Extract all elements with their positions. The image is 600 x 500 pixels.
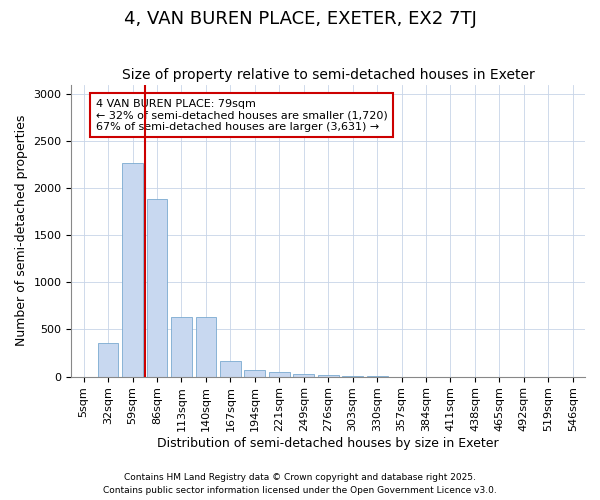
Bar [146,200,167,376]
Bar [269,372,290,376]
Y-axis label: Number of semi-detached properties: Number of semi-detached properties [15,115,28,346]
X-axis label: Distribution of semi-detached houses by size in Exeter: Distribution of semi-detached houses by … [157,437,499,450]
Text: 4, VAN BUREN PLACE, EXETER, EX2 7TJ: 4, VAN BUREN PLACE, EXETER, EX2 7TJ [124,10,476,28]
Text: Contains HM Land Registry data © Crown copyright and database right 2025.
Contai: Contains HM Land Registry data © Crown c… [103,474,497,495]
Bar [293,374,314,376]
Text: 4 VAN BUREN PLACE: 79sqm
← 32% of semi-detached houses are smaller (1,720)
67% o: 4 VAN BUREN PLACE: 79sqm ← 32% of semi-d… [96,98,388,132]
Bar [98,342,118,376]
Bar [171,317,192,376]
Bar [318,375,338,376]
Bar [220,360,241,376]
Bar [122,162,143,376]
Bar [244,370,265,376]
Title: Size of property relative to semi-detached houses in Exeter: Size of property relative to semi-detach… [122,68,535,82]
Bar [196,317,217,376]
